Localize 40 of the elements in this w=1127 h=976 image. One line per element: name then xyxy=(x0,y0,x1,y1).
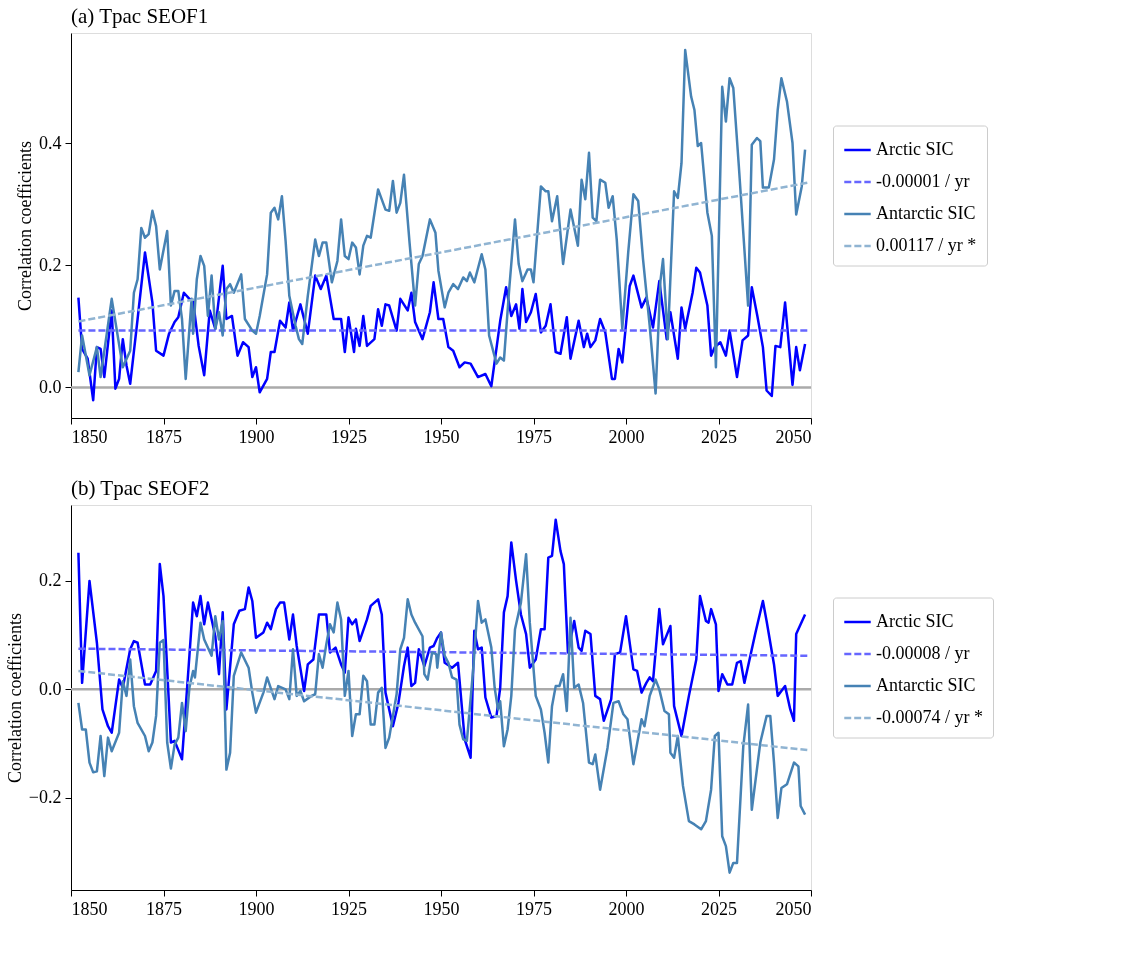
legend-label: Antarctic SIC xyxy=(876,203,976,223)
x-tick-label: 2000 xyxy=(608,426,645,447)
x-tick-label: 1950 xyxy=(423,898,460,919)
x-tick-label: 1900 xyxy=(238,426,275,447)
y-tick-label: 0.0 xyxy=(39,678,62,699)
line-series xyxy=(77,553,807,874)
x-tick-label: 1950 xyxy=(423,426,460,447)
x-tick-label: 1925 xyxy=(331,898,367,919)
x-tick-label: 1850 xyxy=(71,426,108,447)
x-tick-label: 1900 xyxy=(238,898,275,919)
x-tick-label: 1925 xyxy=(331,426,367,447)
line-series xyxy=(77,48,807,395)
line-series xyxy=(77,251,807,402)
x-tick-label: 2025 xyxy=(701,426,737,447)
line-series xyxy=(77,518,807,761)
y-axis-title: Correlation coefficients xyxy=(15,140,35,312)
x-tick-label: 2025 xyxy=(701,898,737,919)
legend-label: Arctic SIC xyxy=(876,611,954,631)
x-tick-label: 1875 xyxy=(146,898,182,919)
x-tick-label: 1975 xyxy=(516,898,552,919)
y-axis-title: Correlation coefficients xyxy=(4,612,25,784)
x-tick-label: 2050 xyxy=(775,426,812,447)
legend-label: 0.00117 / yr * xyxy=(876,235,977,255)
y-tick-label: 0.0 xyxy=(39,376,62,397)
legend-label: Arctic SIC xyxy=(876,139,954,159)
x-tick-label: 1850 xyxy=(71,898,108,919)
legend-label: -0.00001 / yr xyxy=(876,171,970,191)
y-tick-label: 0.2 xyxy=(39,570,62,591)
legend-label: -0.00074 / yr * xyxy=(876,707,983,727)
x-tick-label: 1875 xyxy=(146,426,182,447)
x-tick-label: 1975 xyxy=(516,426,552,447)
chart-title: (b) Tpac SEOF2 xyxy=(71,476,210,500)
x-tick-label: 2050 xyxy=(775,898,812,919)
y-tick-label: 0.4 xyxy=(39,132,62,153)
y-tick-label: 0.2 xyxy=(39,254,62,275)
legend-label: -0.00008 / yr xyxy=(876,643,970,663)
x-tick-label: 2000 xyxy=(608,898,645,919)
legend-label: Antarctic SIC xyxy=(876,675,976,695)
chart-title: (a) Tpac SEOF1 xyxy=(71,4,209,28)
y-tick-label: −0.2 xyxy=(28,787,62,808)
